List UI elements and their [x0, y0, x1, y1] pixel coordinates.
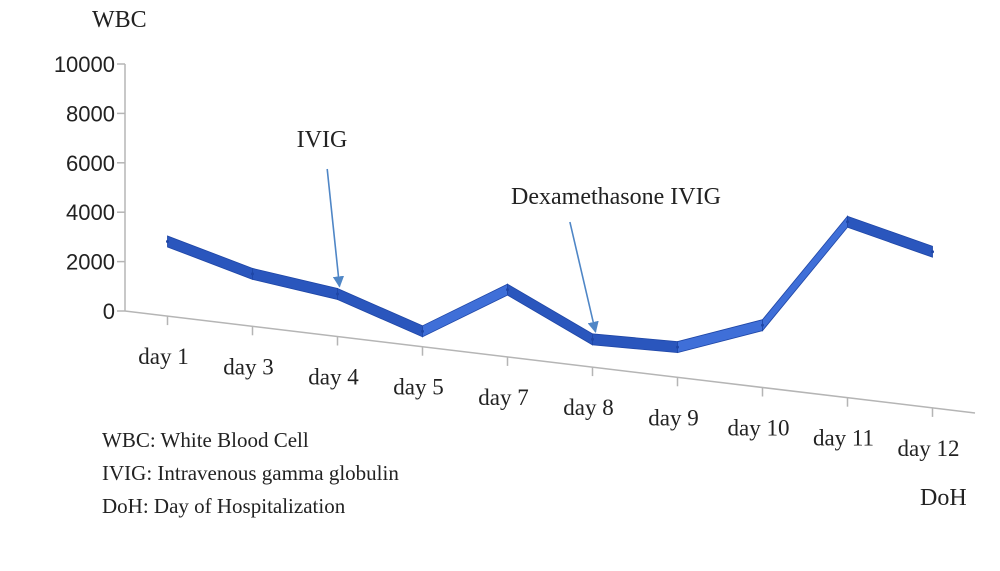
wbc-data-point — [421, 329, 424, 333]
wbc-data-point — [761, 323, 764, 327]
y-tick-labels: 0 2000 4000 6000 8000 10000 — [54, 52, 125, 324]
annotation-label: IVIG — [297, 127, 348, 153]
x-tick-label: day 1 — [138, 344, 188, 369]
wbc-line-segment — [252, 267, 338, 300]
wbc-line-segment — [847, 215, 933, 258]
wbc-line-segment — [422, 283, 508, 338]
series-wbc — [166, 215, 934, 354]
wbc-line-segment — [167, 235, 253, 280]
y-tick-label: 4000 — [66, 200, 115, 225]
y-tick-label: 6000 — [66, 151, 115, 176]
x-tick-label: day 7 — [478, 385, 528, 410]
note-doh: DoH: Day of Hospitalization — [102, 494, 346, 518]
x-tick-label: day 5 — [393, 375, 443, 400]
wbc-line-segment — [762, 215, 848, 332]
abbreviation-notes: WBC: White Blood Cell IVIG: Intravenous … — [102, 424, 399, 523]
note-wbc: WBC: White Blood Cell — [102, 428, 309, 452]
y-tick-label: 8000 — [66, 101, 115, 126]
wbc-data-point — [506, 288, 509, 292]
y-tick-label: 10000 — [54, 52, 115, 77]
y-tick-label: 0 — [103, 299, 115, 324]
annotation-arrow — [326, 168, 345, 288]
x-axis-title: DoH — [920, 485, 967, 511]
wbc-data-point — [336, 292, 339, 296]
x-tick-label: day 11 — [813, 426, 874, 451]
wbc-line-segment — [507, 283, 593, 346]
wbc-data-point — [251, 272, 254, 276]
x-tick-label: day 4 — [308, 365, 359, 390]
wbc-data-point — [591, 337, 594, 341]
x-tick-label: day 12 — [898, 436, 960, 461]
x-tick-label: day 8 — [563, 395, 613, 420]
wbc-data-point — [846, 220, 849, 224]
x-tick-label: day 9 — [648, 405, 698, 430]
wbc-line-segment — [337, 287, 423, 338]
y-axis-title: WBC — [92, 7, 147, 33]
annotation-label: Dexamethasone IVIG — [511, 184, 721, 210]
wbc-data-point — [931, 250, 934, 254]
x-tick-label: day 10 — [728, 416, 790, 441]
note-ivig: IVIG: Intravenous gamma globulin — [102, 461, 399, 485]
x-tick-labels: day 1 day 3 day 4 day 5 day 7 day 8 day 9 day 1… — [138, 316, 959, 461]
wbc-line-segment — [592, 333, 678, 354]
axes — [124, 64, 976, 414]
wbc-line-segment — [677, 319, 763, 354]
annotations: IVIG Dexamethasone IVIG — [297, 127, 721, 333]
annotation-arrow — [569, 221, 599, 333]
wbc-data-point — [676, 345, 679, 349]
wbc-data-point — [166, 239, 169, 243]
y-tick-label: 2000 — [66, 250, 115, 275]
x-axis-line — [124, 310, 976, 414]
x-tick-label: day 3 — [223, 354, 273, 379]
